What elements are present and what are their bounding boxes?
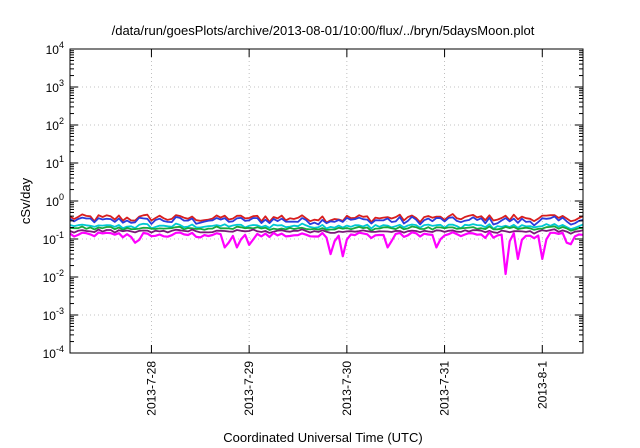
x-tick-label: 2013-7-31 <box>438 361 452 416</box>
x-tick-label: 2013-7-29 <box>242 361 256 416</box>
chart-title: /data/run/goesPlots/archive/2013-08-01/1… <box>112 23 535 38</box>
y-tick-label: 10-3 <box>43 306 64 323</box>
y-tick-label: 104 <box>46 40 64 57</box>
x-axis-title: Coordinated Universal Time (UTC) <box>223 430 422 445</box>
series-lines <box>69 213 584 276</box>
series-line <box>69 225 584 232</box>
y-tick-label: 101 <box>46 154 64 171</box>
grid <box>70 49 583 353</box>
x-tick-label: 2013-7-30 <box>340 361 354 416</box>
y-tick-label: 100 <box>46 192 64 209</box>
y-axis-ticks: 10-4 10-3 10-2 10-1 100 101 102 103 104 <box>43 40 583 361</box>
series-line <box>69 215 584 227</box>
y-tick-label: 102 <box>46 116 64 133</box>
y-tick-label: 103 <box>46 78 64 95</box>
x-axis-ticks: 2013-7-28 2013-7-29 2013-7-30 2013-7-31 2013… <box>144 49 549 416</box>
series-line <box>69 222 584 231</box>
series-line <box>69 228 584 235</box>
series-line <box>69 231 584 276</box>
y-tick-label: 10-2 <box>43 268 64 285</box>
y-tick-label: 10-4 <box>43 344 64 361</box>
y-axis-title: cSv/day <box>18 177 33 224</box>
x-tick-label: 2013-8-1 <box>535 361 549 409</box>
x-tick-label: 2013-7-28 <box>144 361 158 416</box>
y-tick-label: 10-1 <box>43 230 64 247</box>
